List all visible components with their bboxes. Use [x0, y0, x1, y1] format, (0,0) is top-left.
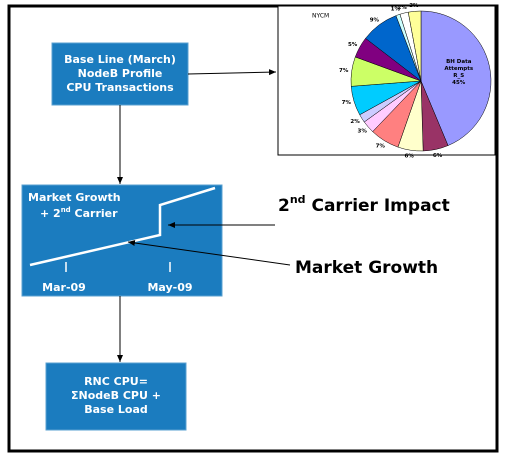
slice-label: 3%	[358, 128, 368, 134]
pie-title: NYCM	[312, 13, 329, 20]
slice-label: 3%	[409, 3, 419, 9]
pie-slice	[420, 10, 492, 146]
box-text: CPU Transactions	[66, 81, 174, 94]
text-part: 2	[278, 196, 290, 216]
superscript: nd	[290, 193, 306, 206]
slice-label: 9%	[370, 18, 380, 24]
pie-chart: BH DataAttemptsR_S45%6%6%7%3%2%7%7%5%9%1…	[339, 3, 492, 160]
box-text: NodeB Profile	[78, 67, 163, 80]
arrow	[187, 69, 277, 76]
rnc-box	[45, 362, 187, 431]
superscript: nd	[61, 206, 71, 214]
pie-slice	[407, 10, 422, 82]
annotation: Market Growth	[295, 258, 438, 278]
annotation: 2nd Carrier Impact	[278, 193, 450, 216]
market-growth-box	[21, 184, 223, 297]
slice-label: 7%	[342, 100, 352, 106]
slice-label: 7%	[376, 143, 386, 149]
box-text: RNC CPU=	[84, 375, 148, 388]
text-part: Carrier Impact	[306, 196, 450, 216]
box-text: Market Growth	[28, 191, 121, 204]
slice-name: R_S	[453, 73, 464, 79]
growth-line	[29, 186, 216, 267]
box-text: ΣNodeB CPU +	[71, 389, 161, 402]
date-label: Mar-09	[42, 281, 86, 294]
slice-label: 5%	[348, 42, 358, 48]
box-text: + 2nd Carrier	[40, 206, 118, 220]
text-part: + 2	[40, 207, 61, 220]
date-label: May-09	[147, 281, 192, 294]
slice-label: 1%	[391, 7, 401, 13]
slice-name: Attempts	[444, 66, 474, 72]
slice-label: 7%	[339, 68, 349, 74]
frame	[7, 4, 499, 453]
arrow	[127, 240, 291, 266]
box-text: Base Load	[84, 403, 148, 416]
slice-name: BH Data	[446, 59, 472, 65]
slice-label: 6%	[404, 154, 414, 160]
slice-label: 6%	[433, 153, 443, 159]
slice-label: 2%	[397, 5, 407, 11]
box-text: Base Line (March)	[64, 53, 176, 66]
slice-label: 45%	[452, 80, 466, 86]
text-part: Carrier	[71, 207, 118, 220]
slice-label: 2%	[350, 119, 360, 125]
